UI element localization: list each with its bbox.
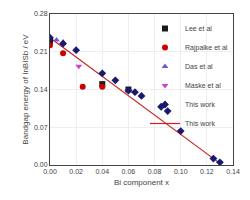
svg-text:Bandgap energy of InBISb / eV: Bandgap energy of InBISb / eV — [21, 34, 30, 145]
svg-text:0.06: 0.06 — [122, 168, 136, 175]
svg-text:0.28: 0.28 — [34, 10, 48, 17]
svg-text:0.00: 0.00 — [43, 168, 57, 175]
svg-text:0.08: 0.08 — [148, 168, 162, 175]
svg-text:0.14: 0.14 — [34, 86, 48, 93]
svg-text:Das et al: Das et al — [185, 63, 213, 70]
svg-text:Bi component x: Bi component x — [114, 178, 169, 187]
svg-text:This work: This work — [185, 120, 215, 127]
svg-text:Lee et al: Lee et al — [185, 25, 212, 32]
svg-text:This work: This work — [185, 101, 215, 108]
svg-text:0.02: 0.02 — [69, 168, 83, 175]
svg-text:0.07: 0.07 — [34, 124, 48, 131]
svg-text:0.21: 0.21 — [34, 48, 48, 55]
svg-text:0.12: 0.12 — [200, 168, 214, 175]
svg-text:0.00: 0.00 — [34, 161, 48, 168]
svg-text:0.14: 0.14 — [226, 168, 240, 175]
svg-text:Maske et al: Maske et al — [185, 82, 221, 89]
svg-text:0.04: 0.04 — [95, 168, 109, 175]
svg-text:Rajpalke et al: Rajpalke et al — [185, 44, 228, 52]
svg-text:0.10: 0.10 — [174, 168, 188, 175]
